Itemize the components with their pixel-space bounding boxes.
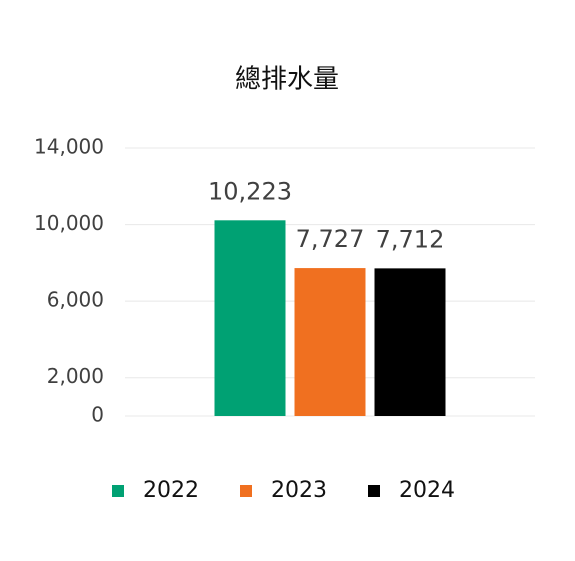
legend-swatch	[368, 485, 380, 497]
legend-label: 2023	[271, 478, 327, 503]
y-tick-label: 6,000	[47, 288, 104, 312]
legend-swatch	[112, 485, 124, 497]
data-label: 7,712	[376, 225, 445, 253]
bar	[294, 268, 366, 416]
data-label: 7,727	[296, 225, 365, 253]
y-tick-label: 2,000	[47, 364, 104, 388]
bar	[374, 268, 446, 416]
y-tick-label: 10,000	[34, 211, 104, 235]
legend-swatch	[240, 485, 252, 497]
bar	[214, 220, 286, 416]
legend-label: 2024	[399, 478, 455, 503]
legend-label: 2022	[143, 478, 199, 503]
y-tick-label: 14,000	[34, 135, 104, 159]
y-tick-label: 0	[91, 403, 104, 427]
data-label: 10,223	[208, 177, 292, 205]
chart-title: 總排水量	[235, 65, 339, 95]
